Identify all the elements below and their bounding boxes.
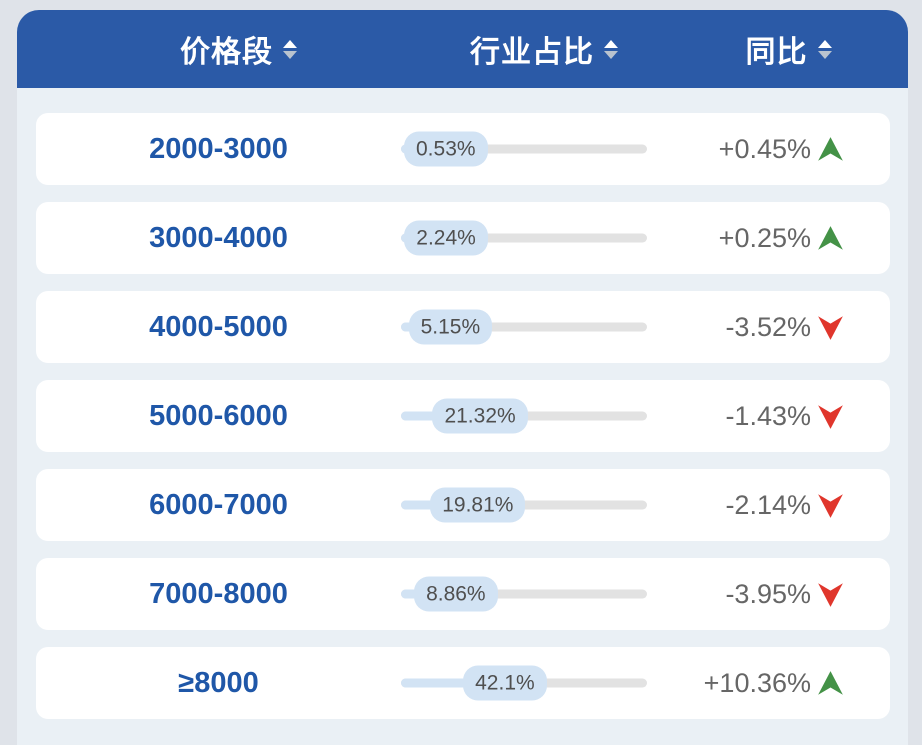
share-value-label: 8.86%	[426, 582, 486, 606]
share-value-label: 21.32%	[444, 404, 516, 428]
table-header: 价格段 行业占比 同比	[17, 10, 908, 88]
trend-up-icon	[818, 225, 843, 250]
yoy-cell: +0.45%	[647, 134, 890, 165]
price-range-label: 3000-4000	[149, 221, 288, 254]
trend-down-icon	[818, 315, 843, 340]
table-row: 3000-4000 2.24% +0.25%	[36, 202, 890, 274]
share-value-label: 19.81%	[442, 493, 514, 517]
share-bar: 42.1%	[401, 647, 647, 719]
yoy-cell: -3.95%	[647, 579, 890, 610]
price-range-label: 5000-6000	[149, 399, 288, 432]
price-range-label: 7000-8000	[149, 577, 288, 610]
trend-down-icon	[818, 493, 843, 518]
share-bar: 19.81%	[401, 469, 647, 541]
yoy-value: -3.95%	[725, 578, 811, 609]
share-bar: 2.24%	[401, 202, 647, 274]
yoy-cell: -1.43%	[647, 401, 890, 432]
yoy-cell: +10.36%	[647, 668, 890, 699]
price-range-label: 6000-7000	[149, 488, 288, 521]
column-header-label: 行业占比	[470, 36, 594, 69]
table-row: ≥8000 42.1% +10.36%	[36, 647, 890, 719]
sort-icon	[283, 39, 297, 59]
share-bar: 21.32%	[401, 380, 647, 452]
share-bar-track	[401, 589, 647, 599]
yoy-value: +10.36%	[703, 667, 811, 698]
trend-up-icon	[818, 670, 843, 695]
trend-down-icon	[818, 404, 843, 429]
column-header-price-range[interactable]: 价格段	[56, 27, 421, 71]
yoy-cell: +0.25%	[647, 223, 890, 254]
table-row: 6000-7000 19.81% -2.14%	[36, 469, 890, 541]
trend-down-icon	[818, 582, 843, 607]
yoy-value: +0.25%	[718, 222, 811, 253]
table-row: 4000-5000 5.15% -3.52%	[36, 291, 890, 363]
share-value-label: 42.1%	[475, 671, 535, 695]
yoy-value: -3.52%	[725, 311, 811, 342]
table-row: 7000-8000 8.86% -3.95%	[36, 558, 890, 630]
share-bar-track	[401, 322, 647, 332]
sort-icon	[604, 39, 618, 59]
share-value-badge: 5.15%	[408, 309, 493, 345]
share-value-badge: 19.81%	[430, 487, 526, 523]
share-value-badge: 0.53%	[404, 131, 488, 167]
share-bar-track	[401, 144, 647, 154]
share-value-badge: 2.24%	[404, 220, 488, 256]
share-bar: 0.53%	[401, 113, 647, 185]
share-bar: 8.86%	[401, 558, 647, 630]
share-bar-fill	[401, 411, 447, 421]
sort-icon	[817, 39, 832, 59]
table-row: 5000-6000 21.32% -1.43%	[36, 380, 890, 452]
trend-up-icon	[818, 136, 843, 161]
share-bar-fill	[401, 500, 445, 510]
table-row: 2000-3000 0.53% +0.45%	[36, 113, 890, 185]
share-value-badge: 42.1%	[463, 665, 547, 701]
price-range-label: 2000-3000	[149, 132, 288, 165]
price-range-label: ≥8000	[178, 666, 259, 699]
yoy-value: +0.45%	[718, 133, 811, 164]
yoy-cell: -2.14%	[647, 490, 890, 521]
share-value-label: 5.15%	[420, 315, 481, 339]
share-value-badge: 8.86%	[414, 576, 498, 612]
share-value-badge: 21.32%	[432, 398, 528, 434]
price-segment-table: 价格段 行业占比 同比 2000-3000 0.53% +0.45%	[17, 10, 908, 745]
share-value-label: 0.53%	[416, 137, 476, 161]
share-bar-track	[401, 233, 647, 243]
share-bar-fill	[401, 678, 478, 688]
share-bar: 5.15%	[401, 291, 647, 363]
price-range-label: 4000-5000	[149, 310, 288, 343]
column-header-yoy[interactable]: 同比	[667, 27, 910, 71]
column-header-industry-share[interactable]: 行业占比	[421, 27, 667, 71]
yoy-value: -1.43%	[725, 400, 811, 431]
yoy-value: -2.14%	[725, 489, 811, 520]
column-header-label: 同比	[745, 36, 808, 69]
share-value-label: 2.24%	[416, 226, 476, 250]
table-body: 2000-3000 0.53% +0.45% 3000-4000 2.24% +…	[17, 88, 908, 719]
column-header-label: 价格段	[180, 36, 273, 69]
yoy-cell: -3.52%	[647, 312, 890, 343]
